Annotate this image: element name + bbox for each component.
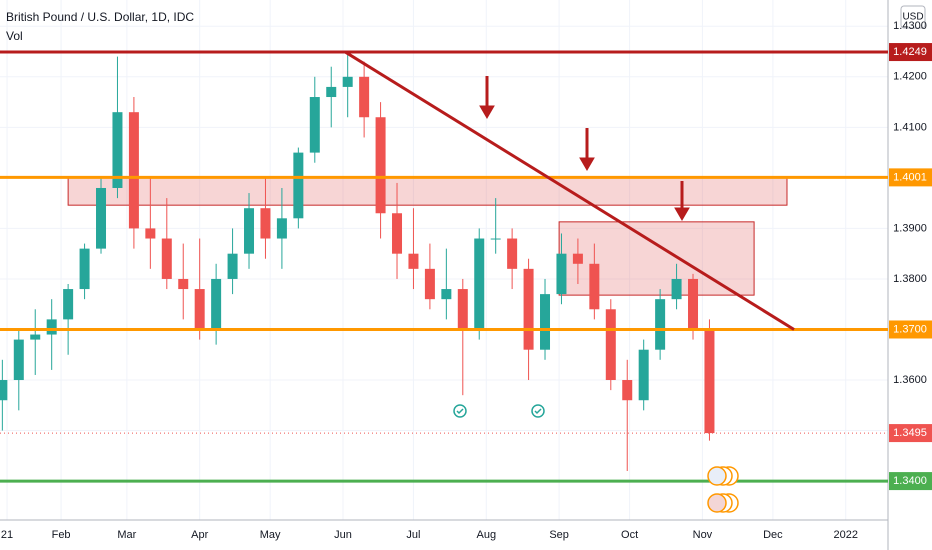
x-tick-label: 21 [1,529,13,541]
candle-body [178,278,189,290]
candle-body [211,278,222,330]
candle-body [326,86,337,98]
candle-body [655,299,666,350]
candle-body [276,218,287,239]
candle-body [490,238,501,240]
x-tick-label: Jun [334,529,352,541]
event-icons [707,466,739,513]
candle-body [342,76,353,87]
volume-label: Vol [6,29,23,43]
candle-body [540,294,551,350]
candle-body [161,238,172,279]
candle-body [46,319,57,335]
x-tick-label: Mar [117,529,136,541]
y-tick-label: 1.4300 [893,20,927,32]
candle-body [556,253,567,295]
candle-body [572,253,583,264]
candle-body [293,152,304,219]
level-label-box [889,472,932,491]
candle-body [30,334,41,340]
candle-body [309,97,320,153]
x-tick-label: Oct [621,529,638,541]
candle-body [589,263,600,310]
candle-body [375,117,386,214]
x-tick-label: May [260,529,281,541]
candle-body [13,339,24,381]
candle-body [457,289,468,330]
candle-body [507,238,518,269]
candle-body [704,329,715,434]
check-icons [453,404,545,418]
candle-body [96,187,107,249]
candle-body [474,238,485,330]
x-tick-label: Dec [763,529,783,541]
x-tick-label: 2022 [833,529,857,541]
plot-area [0,0,888,520]
candle-body [128,112,139,229]
currency-button[interactable] [900,5,926,29]
x-tick-label: Jul [406,529,420,541]
candle-body [194,289,205,330]
candle-body [408,253,419,269]
candle-body [638,349,649,401]
candle-body [622,380,633,401]
level-label-box [889,43,932,62]
level-label-box [889,320,932,339]
last-price-box [889,424,932,443]
candle-body [260,208,271,239]
candle-body [227,253,238,279]
x-tick-label: Nov [693,529,713,541]
candle-body [112,112,123,188]
candle-body [244,208,255,254]
candle-body [359,76,370,118]
candle-body [63,289,74,320]
zone [558,221,755,296]
level-label: 1.3400 [893,475,927,487]
candle-body [605,309,616,381]
level-label: 1.3700 [893,323,927,335]
candle-body [145,228,156,239]
y-tick-label: 1.3800 [893,273,927,285]
trend-line [344,50,795,331]
x-tick-label: Feb [52,529,71,541]
overlay [0,50,888,483]
candle-body [0,380,8,401]
candle-body [523,268,534,350]
candle-body [424,268,435,300]
arrows [479,76,690,221]
last-price-label: 1.3495 [893,427,927,439]
y-tick-label: 1.3600 [893,374,927,386]
level-label: 1.4001 [893,171,927,183]
y-tick-label: 1.3900 [893,222,927,234]
currency-label[interactable]: USD [902,12,923,23]
y-tick-label: 1.4100 [893,121,927,133]
x-tick-label: Sep [549,529,569,541]
candle-body [79,248,90,290]
candle-body [671,278,682,300]
level-label-box [889,168,932,187]
y-tick-label: 1.4200 [893,71,927,83]
x-tick-label: Aug [476,529,496,541]
x-tick-label: Apr [191,529,208,541]
candle-body [441,289,452,300]
chart-title: British Pound / U.S. Dollar, 1D, IDC [6,10,194,24]
candle-body [392,213,403,254]
level-label: 1.4249 [893,46,927,58]
candle-body [688,278,699,330]
zone [67,176,788,206]
